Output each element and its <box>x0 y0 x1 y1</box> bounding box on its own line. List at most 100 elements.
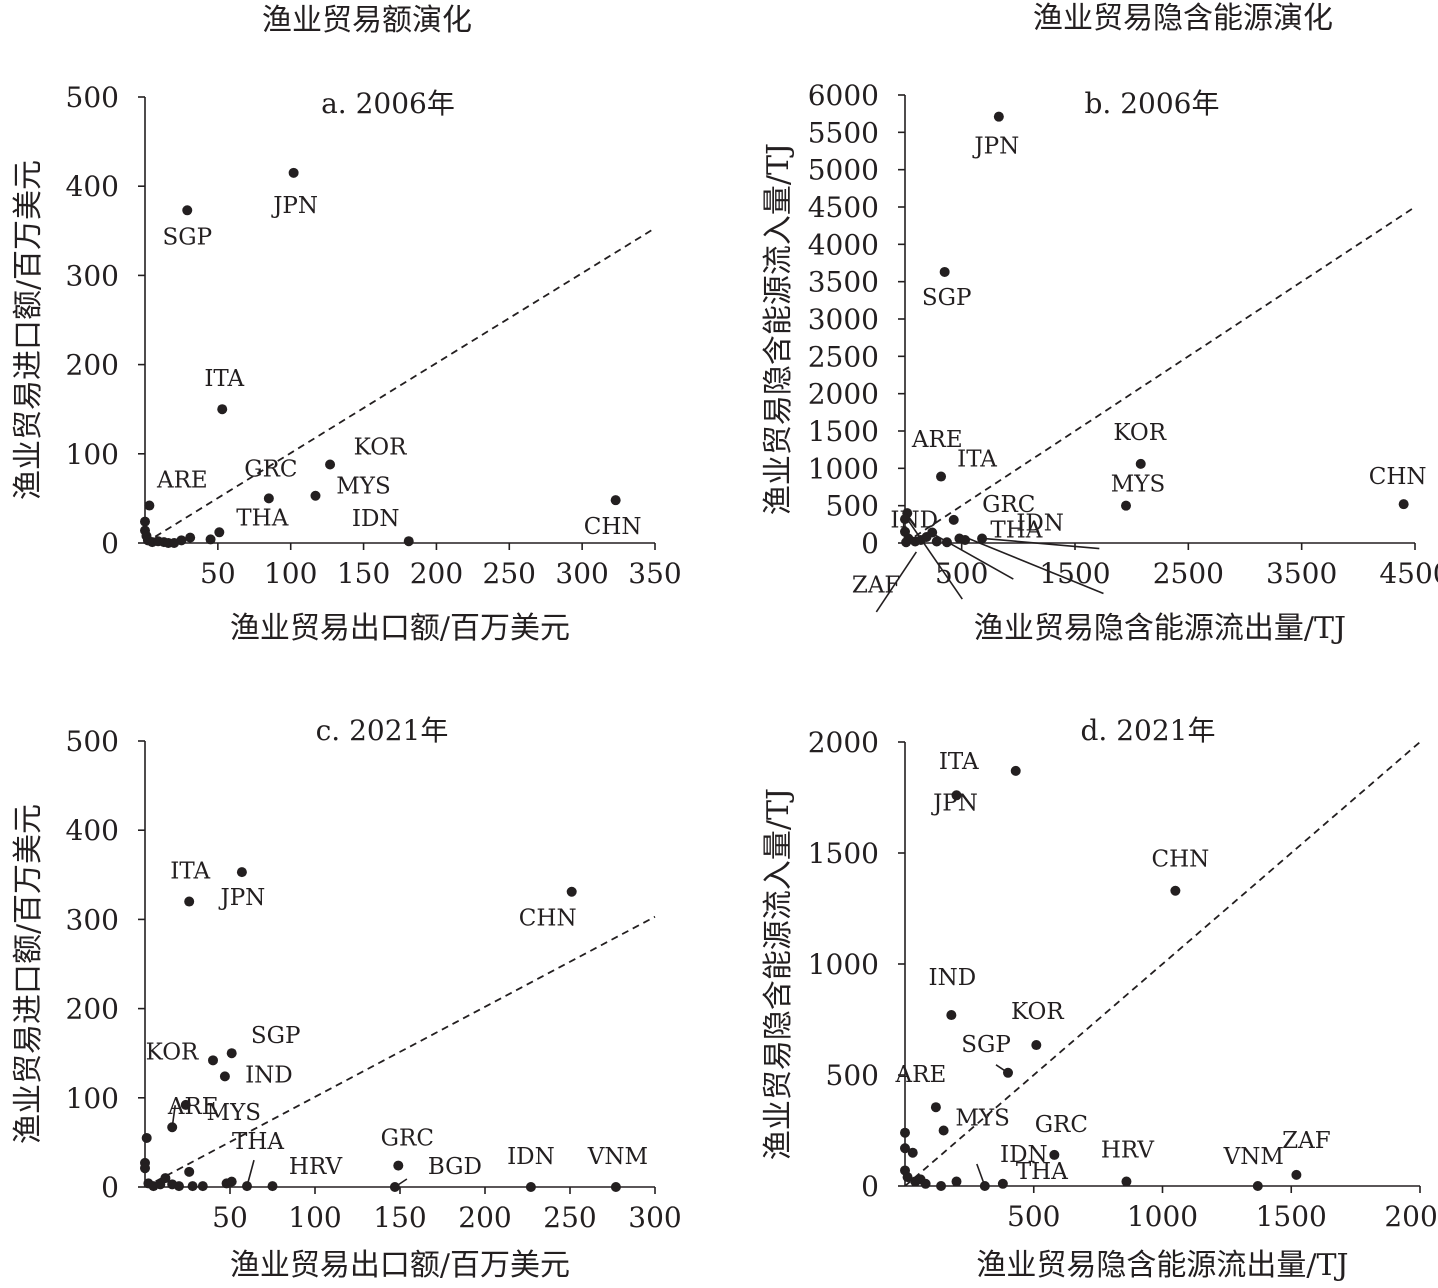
data-point-tha <box>242 1181 252 1192</box>
point-label-bgd: BGD <box>428 1154 482 1180</box>
y-tick-label: 500 <box>66 81 119 114</box>
point-label-jpn: JPN <box>271 193 318 219</box>
x-tick-label: 1500 <box>1039 557 1110 590</box>
data-point-sgp <box>182 205 193 216</box>
point-label-vnm: VNM <box>1223 1144 1284 1170</box>
data-point <box>187 1181 198 1192</box>
point-label-idn: IDN <box>352 506 400 532</box>
data-point-jpn <box>236 867 247 878</box>
x-axis-label: 渔业贸易出口额/百万美元 <box>230 611 570 646</box>
y-tick-label: 0 <box>101 527 119 560</box>
point-label-ita: ITA <box>204 366 244 392</box>
point-label-are: ARE <box>895 1062 947 1088</box>
data-point-tha <box>214 527 225 538</box>
point-label-zaf: ZAF <box>852 572 901 598</box>
point-label-kor: KOR <box>1011 999 1064 1025</box>
column-title-trade-value: 渔业贸易额演化 <box>262 3 472 38</box>
data-point-idn <box>979 1181 990 1191</box>
point-label-chn: CHN <box>584 514 642 540</box>
point-label-idn: IDN <box>1016 511 1064 537</box>
point-label-chn: CHN <box>519 906 577 932</box>
data-point-kor <box>1031 1040 1042 1051</box>
data-point <box>931 536 942 547</box>
y-tick-label: 1000 <box>808 948 879 981</box>
point-label-chn: CHN <box>1151 847 1209 873</box>
y-tick-label: 0 <box>861 1170 879 1203</box>
x-tick-label: 50 <box>212 1201 248 1234</box>
data-point <box>160 1173 171 1184</box>
x-tick-label: 350 <box>628 557 681 590</box>
y-tick-label: 400 <box>66 814 119 847</box>
data-point-hrv <box>267 1181 278 1192</box>
data-point-ind <box>219 1071 230 1082</box>
chart-panel-4: 0 500 1000 1500 2000 500 1000 1500 2000 d. 2021年渔… <box>761 714 1438 1283</box>
data-point <box>205 534 216 545</box>
data-point <box>174 1181 184 1192</box>
panel-title: a. 2006年 <box>321 87 455 120</box>
panel-title: b. 2006年 <box>1085 87 1220 120</box>
y-tick-label: 100 <box>66 1082 119 1115</box>
point-label-are: ARE <box>911 427 963 453</box>
data-point <box>185 532 196 543</box>
data-point-idn <box>403 536 414 547</box>
data-point-mys <box>938 1125 949 1136</box>
chart-panel-1: 0 100 200 300 400 500 50 100 150 200 250 300 350 a. 2… <box>11 81 682 646</box>
data-point <box>140 516 150 527</box>
column-title-embodied-energy: 渔业贸易隐含能源演化 <box>1033 1 1333 36</box>
data-point-grc <box>393 1160 404 1171</box>
point-label-grc: GRC <box>381 1126 434 1152</box>
data-point-kor <box>208 1055 218 1066</box>
y-tick-label: 5000 <box>808 154 879 187</box>
point-label-kor: KOR <box>1113 420 1166 446</box>
data-point <box>920 1178 931 1189</box>
point-label-mys: MYS <box>1111 472 1166 498</box>
data-point-vnm <box>1252 1181 1263 1191</box>
panel-title: d. 2021年 <box>1081 714 1216 747</box>
data-point <box>921 532 932 543</box>
leader-line <box>968 537 1104 595</box>
point-label-kor: KOR <box>354 435 407 461</box>
point-label-sgp: SGP <box>922 285 972 311</box>
point-label-zaf: ZAF <box>1282 1128 1331 1154</box>
data-point-sgp <box>226 1048 237 1059</box>
y-tick-label: 4000 <box>808 228 879 261</box>
point-label-ita: ITA <box>957 447 997 473</box>
data-point-zaf <box>1291 1169 1302 1180</box>
x-tick-label: 150 <box>373 1201 426 1234</box>
reference-line <box>904 741 1421 1187</box>
x-tick-label: 300 <box>628 1201 681 1234</box>
point-label-grc: GRC <box>1035 1112 1088 1138</box>
x-tick-label: 150 <box>337 557 390 590</box>
data-point <box>141 1132 152 1143</box>
point-label-are: ARE <box>167 1094 219 1120</box>
y-tick-label: 6000 <box>808 79 879 112</box>
point-label-tha: THA <box>232 1129 284 1155</box>
data-point <box>900 514 910 525</box>
x-tick-label: 200 <box>410 557 463 590</box>
point-label-vnm: VNM <box>587 1144 648 1170</box>
data-point-are <box>930 1102 941 1113</box>
data-point-jpn <box>993 111 1004 122</box>
x-tick-label: 100 <box>288 1201 341 1234</box>
point-label-ind: IND <box>929 965 977 991</box>
point-label-jpn: JPN <box>972 134 1019 160</box>
y-tick-label: 1500 <box>808 415 879 448</box>
point-label-jpn: JPN <box>218 885 265 911</box>
point-label-tha: THA <box>236 505 288 531</box>
x-tick-label: 250 <box>483 557 536 590</box>
point-label-tha: THA <box>990 518 1042 544</box>
data-point-bgd <box>389 1182 400 1192</box>
data-point-chn <box>566 886 577 897</box>
data-point-ind <box>946 1010 957 1021</box>
point-label-grc: GRC <box>982 492 1035 518</box>
point-label-tha: THA <box>1016 1159 1068 1185</box>
y-axis-label: 渔业贸易隐含能源流入量/TJ <box>761 788 796 1160</box>
reference-line <box>144 227 656 544</box>
y-tick-label: 500 <box>66 725 119 758</box>
x-tick-label: 300 <box>555 557 608 590</box>
data-point-kor <box>1135 458 1146 469</box>
data-point <box>941 537 952 548</box>
data-point-idn <box>525 1182 536 1192</box>
y-tick-label: 100 <box>66 438 119 471</box>
